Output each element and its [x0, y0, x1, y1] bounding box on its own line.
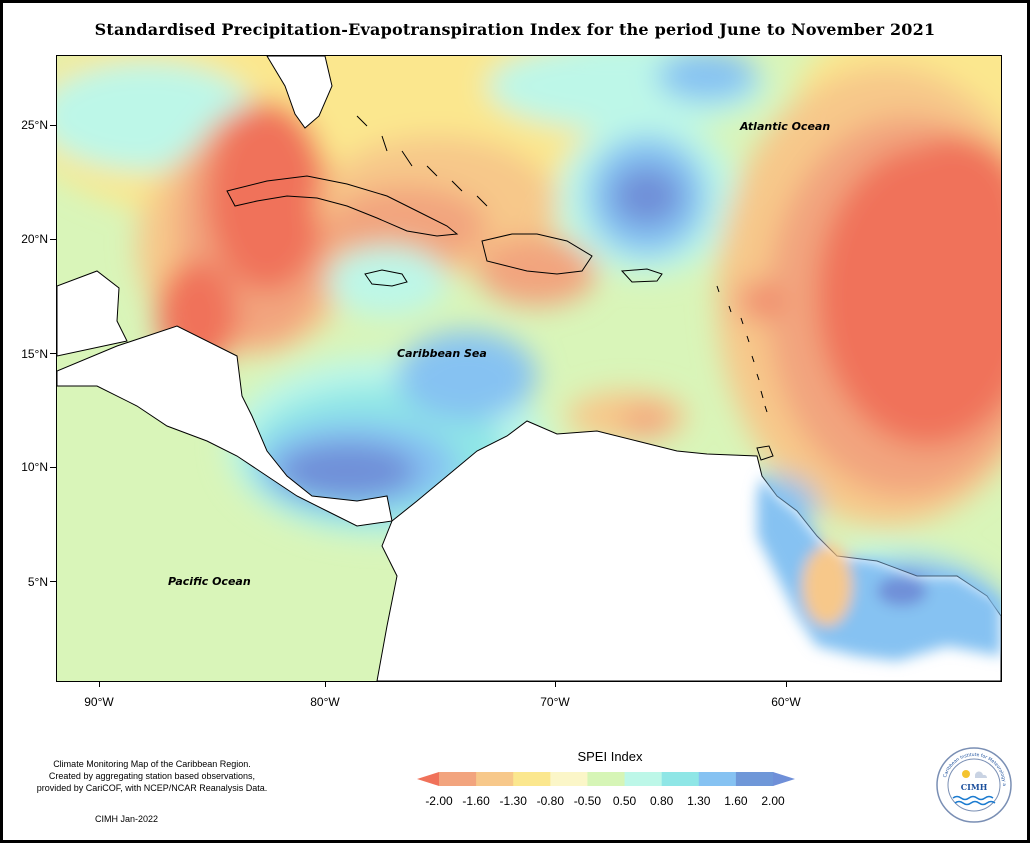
- legend-labels: -2.00 -1.60 -1.30 -0.80 -0.50 0.50 0.80 1.30 1.6…: [0, 794, 1030, 810]
- legend-cell: [698, 772, 737, 786]
- lat-tick-25n: [50, 125, 56, 126]
- islands: [226, 115, 774, 461]
- cloud-icon: [974, 771, 988, 778]
- legend-break-label: 1.60: [724, 794, 748, 808]
- label-caribbean-sea: Caribbean Sea: [397, 347, 487, 360]
- label-atlantic-ocean: Atlantic Ocean: [740, 120, 831, 133]
- lon-tick-60w: [786, 681, 787, 687]
- spei-colorbar: [417, 772, 795, 786]
- puerto-rico: [620, 268, 663, 283]
- lon-label-60w: 60°W: [771, 695, 801, 709]
- lat-label-25n: 25°N: [21, 118, 48, 132]
- legend-break-label: -0.80: [536, 794, 564, 808]
- florida: [266, 56, 333, 129]
- lat-tick-20n: [50, 239, 56, 240]
- lon-label-70w: 70°W: [540, 695, 570, 709]
- credits-date: CIMH Jan-2022: [95, 814, 159, 824]
- yucatan-west: [57, 270, 128, 357]
- jamaica: [364, 269, 408, 287]
- legend-break-label: -2.00: [425, 794, 453, 808]
- legend-cell: [735, 772, 774, 786]
- legend-cell: [550, 772, 588, 786]
- legend-break-label: 2.00: [761, 794, 785, 808]
- lon-label-80w: 80°W: [310, 695, 340, 709]
- hispaniola: [481, 233, 593, 275]
- cuba: [226, 175, 459, 237]
- legend-cell: [439, 772, 477, 786]
- lon-tick-90w: [99, 681, 100, 687]
- lon-tick-80w: [325, 681, 326, 687]
- credits-line-1: Climate Monitoring Map of the Caribbean …: [53, 759, 251, 769]
- legend-cell: [624, 772, 663, 786]
- trinidad: [756, 445, 774, 461]
- credits-line-2: Created by aggregating station based obs…: [48, 771, 256, 781]
- credits-line-3: provided by CariCOF, with NCEP/NCAR Rean…: [36, 783, 268, 793]
- legend-break-label: -0.50: [573, 794, 602, 808]
- guianas-field: [757, 476, 1001, 661]
- legend-arrow-high: [773, 772, 795, 786]
- cimh-logo: CIMH Caribbean Institute for Meteorology…: [935, 746, 1012, 823]
- lat-tick-15n: [50, 353, 56, 354]
- legend-cell: [587, 772, 626, 786]
- bahamas: [356, 115, 488, 207]
- legend-cell: [661, 772, 700, 786]
- legend-title: SPEI Index: [577, 749, 643, 764]
- legend-cell: [476, 772, 514, 786]
- legend-cell: [513, 772, 551, 786]
- legend-arrow-low: [417, 772, 439, 786]
- lon-label-90w: 90°W: [84, 695, 114, 709]
- legend-break-label: 0.50: [612, 794, 637, 808]
- lat-tick-5n: [50, 581, 56, 582]
- lat-tick-10n: [50, 467, 56, 468]
- spei-map-canvas: [57, 56, 1001, 681]
- lesser-antilles: [716, 285, 768, 413]
- map-title: Standardised Precipitation-Evapotranspir…: [94, 20, 936, 39]
- logo-text: CIMH: [961, 782, 988, 792]
- map-credits: Climate Monitoring Map of the Caribbean …: [22, 758, 282, 794]
- legend-break-label: -1.30: [499, 794, 527, 808]
- lat-label-20n: 20°N: [21, 232, 48, 246]
- sun-icon: [962, 770, 970, 778]
- spei-map[interactable]: [56, 55, 1002, 682]
- lat-label-10n: 10°N: [21, 460, 48, 474]
- lat-label-15n: 15°N: [21, 347, 48, 361]
- lat-label-5n: 5°N: [27, 575, 48, 589]
- legend-break-label: 1.30: [687, 794, 711, 808]
- legend-break-label: 0.80: [649, 794, 674, 808]
- lon-tick-70w: [555, 681, 556, 687]
- legend-break-label: -1.60: [462, 794, 490, 808]
- label-pacific-ocean: Pacific Ocean: [168, 575, 251, 588]
